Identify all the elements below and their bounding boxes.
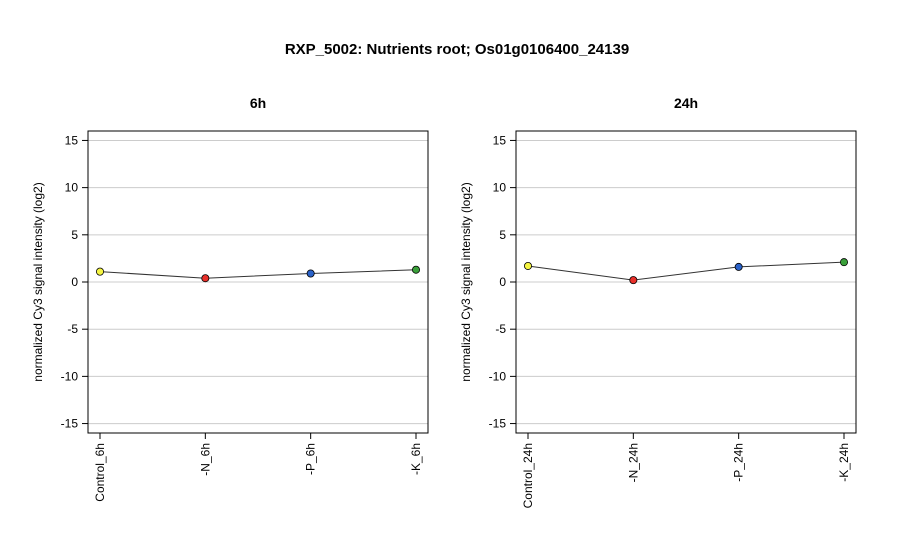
series-line [527,261,845,281]
data-point [840,258,849,267]
y-tick-label: -15 [61,417,79,431]
panel-6h: 6h -15 -10 -5 0 5 10 15 normalized Cy3 signal in… [31,95,429,502]
y-tick-label: 5 [499,228,506,242]
x-tick-label: -P_6h [304,443,318,475]
panel-title: 6h [250,95,266,111]
panel-title: 24h [674,95,698,111]
y-tick-label: -10 [61,369,79,383]
data-point [306,269,315,278]
x-tick-label: Control_6h [93,443,107,502]
x-tick-label: -N_6h [198,443,212,476]
y-tick-label: 0 [499,275,506,289]
y-tick-label: -10 [489,369,507,383]
data-point [201,274,210,283]
y-tick-label: 10 [493,181,507,195]
data-point [96,267,105,276]
y-tick-label: -5 [495,322,506,336]
y-tick-label: 10 [65,181,79,195]
y-tick-label: 15 [65,133,79,147]
y-tick-label: -15 [489,417,507,431]
x-tick-label: -K_6h [409,443,423,475]
y-tick-label: 0 [71,275,78,289]
data-point [411,265,420,274]
y-tick-label: 5 [71,228,78,242]
x-tick-label: -P_24h [732,443,746,482]
panel-24h: 24h -15 -10 -5 0 5 10 15 normalized Cy3 signal i… [459,95,857,508]
y-axis-label: normalized Cy3 signal intensity (log2) [31,182,45,381]
data-point [524,261,533,270]
y-tick-label: -5 [67,322,78,336]
data-point [629,276,638,285]
figure-title: RXP_5002: Nutrients root; Os01g0106400_2… [285,41,629,58]
x-tick-label: -N_24h [626,443,640,482]
data-point [734,262,743,271]
x-tick-label: Control_24h [521,443,535,508]
y-tick-label: 15 [493,133,507,147]
series-line [99,269,417,279]
y-axis-label: normalized Cy3 signal intensity (log2) [459,182,473,381]
x-tick-label: -K_24h [837,443,851,482]
